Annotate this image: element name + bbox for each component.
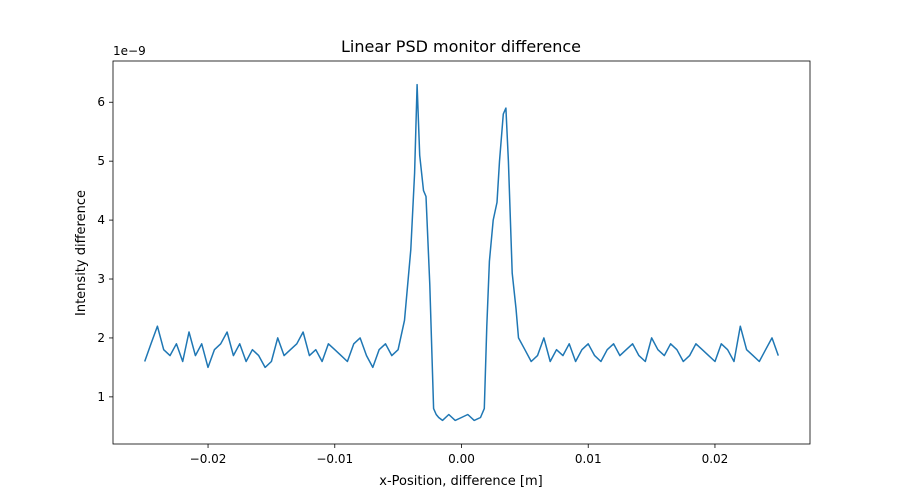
x-tick-label: −0.02 (190, 452, 227, 466)
x-tick-label: 0.02 (702, 452, 729, 466)
y-tick-label: 4 (97, 213, 105, 227)
x-tick-label: 0.01 (575, 452, 602, 466)
y-tick-label: 1 (97, 390, 105, 404)
x-axis-ticks: −0.02 −0.01 0.00 0.01 0.02 (190, 444, 729, 466)
x-axis-label: x-Position, difference [m] (379, 474, 542, 489)
x-tick-label: 0.00 (448, 452, 475, 466)
series-line-0 (143, 83, 780, 422)
chart-title: Linear PSD monitor difference (341, 37, 581, 56)
y-axis-ticks: 1 2 3 4 5 6 (97, 95, 113, 404)
y-tick-label: 2 (97, 331, 105, 345)
y-tick-label: 6 (97, 95, 105, 109)
y-offset-label: 1e−9 (113, 44, 146, 58)
y-tick-label: 3 (97, 272, 105, 286)
plot-frame (112, 60, 811, 445)
y-tick-label: 5 (97, 154, 105, 168)
x-tick-label: −0.01 (316, 452, 353, 466)
series-layer (143, 83, 780, 422)
y-axis-label: Intensity difference (74, 190, 89, 316)
